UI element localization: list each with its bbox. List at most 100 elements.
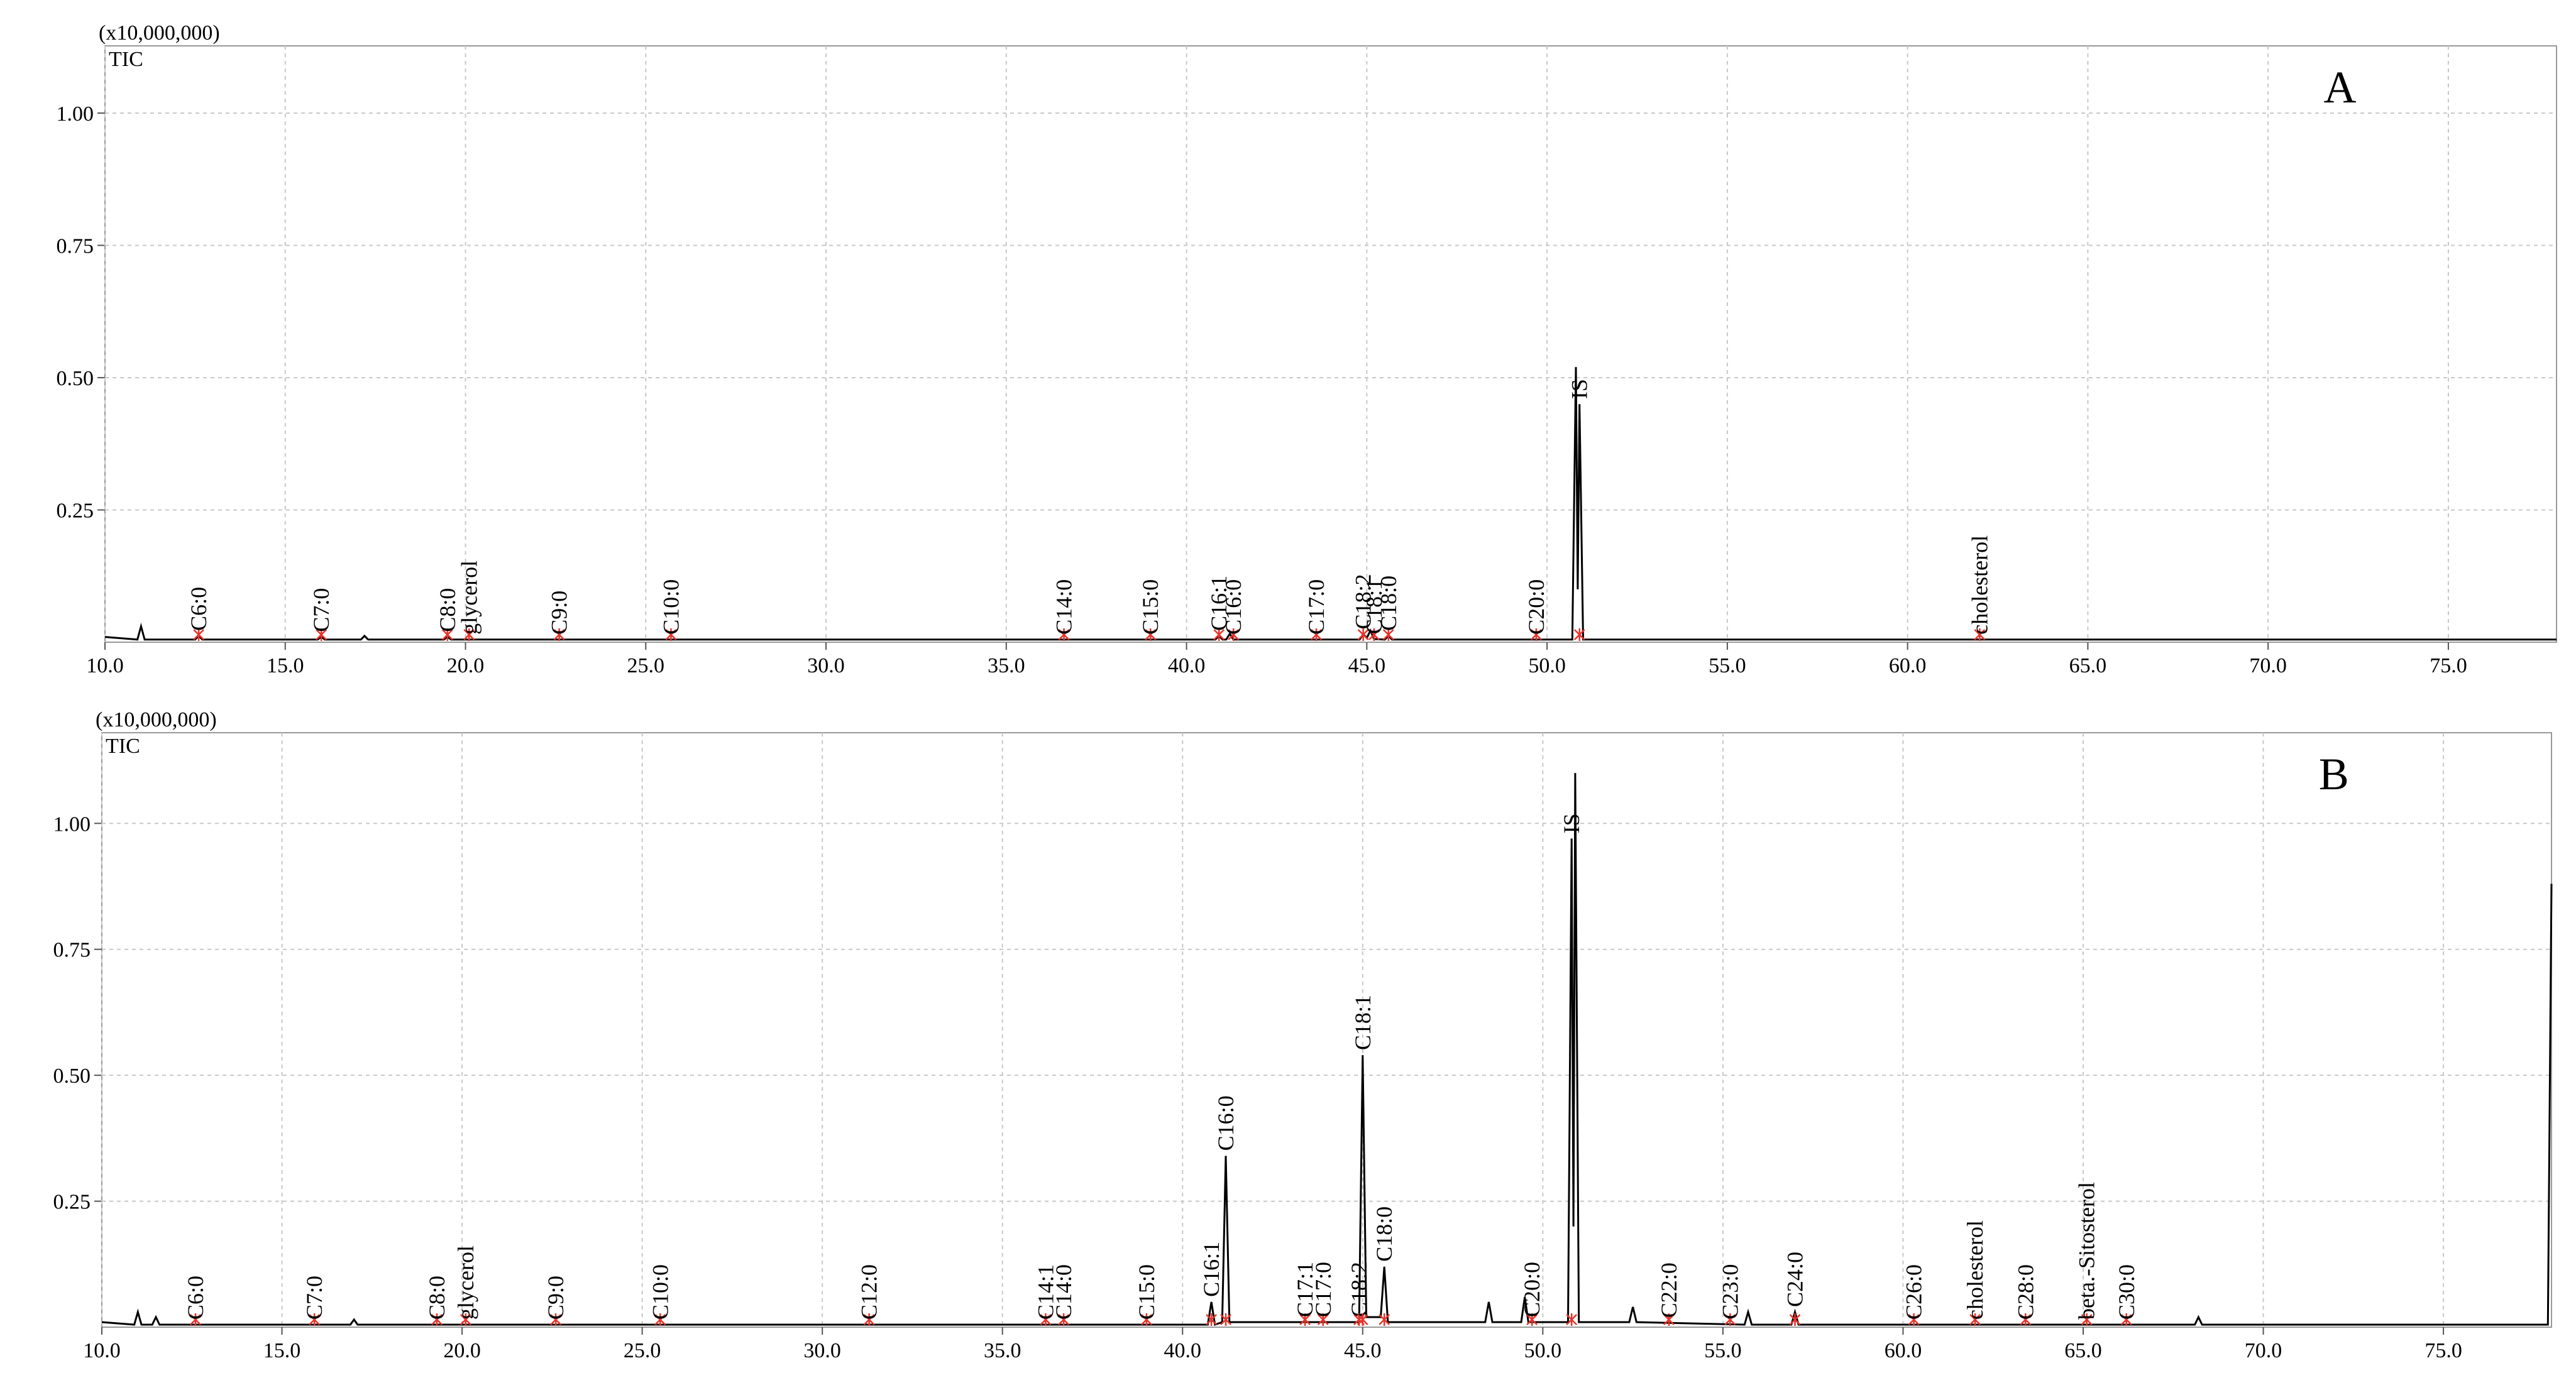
- chromatogram-line: [104, 367, 2557, 641]
- x-tick-label: 10.0: [86, 654, 124, 677]
- x-tick-label: 35.0: [984, 1339, 1021, 1362]
- peak-marker: [553, 628, 565, 641]
- legend-label: TIC: [106, 735, 140, 758]
- peak-marker: [316, 628, 328, 641]
- x-tick-label: 35.0: [988, 654, 1025, 677]
- peak-label: C16:0: [1221, 579, 1246, 635]
- peak-marker: [1789, 1313, 1801, 1326]
- peak-marker: [550, 1313, 561, 1326]
- x-tick-label: 60.0: [1885, 1339, 1922, 1362]
- peak-marker: [1040, 1313, 1052, 1326]
- peak-marker: [193, 628, 205, 641]
- peak-marker: [1566, 1313, 1578, 1326]
- peak-marker: [1145, 628, 1157, 641]
- y-tick-label: 0.75: [53, 939, 91, 962]
- y-tick-label: 1.00: [53, 813, 91, 836]
- peak-label: C24:0: [1783, 1252, 1808, 1307]
- peak-marker: [665, 628, 677, 641]
- peak-label: C16:0: [1213, 1095, 1238, 1151]
- x-tick-label: 55.0: [1709, 654, 1746, 677]
- x-tick-label: 50.0: [1524, 1339, 1562, 1362]
- y-unit: (x10,000,000): [99, 21, 220, 45]
- peak-marker: [1206, 1313, 1217, 1326]
- peak-label: glycerol: [453, 1245, 478, 1320]
- peak-label: IS: [1559, 813, 1584, 833]
- peak-marker: [1357, 628, 1369, 641]
- x-tick-label: 65.0: [2069, 654, 2107, 677]
- peak-marker: [1299, 1313, 1311, 1326]
- peak-marker: [460, 1313, 471, 1326]
- peak-marker: [1531, 628, 1542, 641]
- peak-label: C7:0: [302, 1276, 327, 1320]
- peak-label: beta.-Sitosterol: [2074, 1182, 2100, 1320]
- peak-marker: [654, 1313, 666, 1326]
- peak-label: C15:0: [1138, 579, 1163, 635]
- peak-marker: [1974, 628, 1986, 641]
- peak-marker: [863, 1313, 875, 1326]
- peak-marker: [1058, 628, 1070, 641]
- x-tick-label: 40.0: [1164, 1339, 1202, 1362]
- x-tick-label: 25.0: [627, 654, 665, 677]
- x-tick-label: 45.0: [1348, 654, 1386, 677]
- peak-label: C8:0: [435, 588, 460, 632]
- y-tick-label: 1.00: [57, 102, 94, 126]
- peak-label: C14:0: [1052, 579, 1077, 635]
- peak-label: C16:1: [1206, 576, 1231, 631]
- y-tick-label: 0.50: [57, 367, 94, 390]
- peak-label: C17:1: [1292, 1262, 1318, 1317]
- x-tick-label: 65.0: [2064, 1339, 2102, 1362]
- x-tick-label: 75.0: [2430, 654, 2467, 677]
- peak-label: IS: [1567, 379, 1592, 399]
- peak-label: cholesterol: [1962, 1220, 1988, 1320]
- panel-letter: B: [2319, 749, 2349, 799]
- peak-label: C18:1: [1362, 579, 1387, 634]
- peak-marker: [1311, 628, 1322, 641]
- x-tick-label: 40.0: [1168, 654, 1206, 677]
- peak-label: C14:1: [1033, 1264, 1058, 1320]
- peak-label: C18:1: [1350, 995, 1375, 1050]
- peak-marker: [1141, 1313, 1152, 1326]
- y-tick-label: 0.25: [57, 499, 94, 522]
- x-tick-label: 30.0: [803, 1339, 841, 1362]
- peak-label: C23:0: [1717, 1264, 1742, 1319]
- peak-label: C22:0: [1656, 1262, 1682, 1318]
- peak-label: C15:0: [1134, 1264, 1159, 1320]
- plot-frame: [101, 732, 2552, 1328]
- peak-marker: [441, 628, 453, 641]
- x-tick-label: 20.0: [443, 1339, 481, 1362]
- peak-label: C16:1: [1199, 1242, 1224, 1297]
- peak-label: C17:0: [1304, 579, 1329, 635]
- peak-label: C7:0: [309, 588, 334, 632]
- x-tick-label: 75.0: [2425, 1339, 2462, 1362]
- x-tick-label: 55.0: [1704, 1339, 1742, 1362]
- peak-label: C6:0: [183, 1276, 208, 1320]
- peak-label: C18:2: [1351, 574, 1376, 629]
- peak-marker: [2020, 1313, 2032, 1326]
- peak-marker: [1213, 628, 1225, 641]
- peak-label: C10:0: [658, 579, 683, 635]
- x-tick-label: 15.0: [267, 654, 304, 677]
- peak-label: C6:0: [186, 587, 211, 631]
- x-tick-label: 45.0: [1344, 1339, 1382, 1362]
- peak-marker: [463, 628, 475, 641]
- y-tick-label: 0.25: [53, 1191, 91, 1214]
- peak-marker: [1220, 1313, 1231, 1326]
- x-tick-label: 60.0: [1889, 654, 1927, 677]
- peak-label: C18:0: [1376, 576, 1401, 631]
- peak-marker: [1379, 1313, 1390, 1326]
- x-tick-label: 10.0: [83, 1339, 121, 1362]
- y-tick-label: 0.50: [53, 1064, 91, 1088]
- peak-label: C12:0: [857, 1264, 882, 1320]
- peak-label: C18:0: [1372, 1207, 1397, 1262]
- peak-label: C28:0: [2013, 1264, 2038, 1320]
- peak-marker: [1368, 628, 1380, 641]
- x-tick-label: 15.0: [263, 1339, 301, 1362]
- plot-frame: [104, 45, 2557, 643]
- peak-label: glycerol: [456, 561, 482, 635]
- panel-letter: A: [2324, 62, 2357, 112]
- peak-marker: [1526, 1313, 1538, 1326]
- chromatogram-line: [101, 773, 2553, 1327]
- peak-marker: [190, 1313, 201, 1326]
- peak-marker: [1382, 628, 1394, 641]
